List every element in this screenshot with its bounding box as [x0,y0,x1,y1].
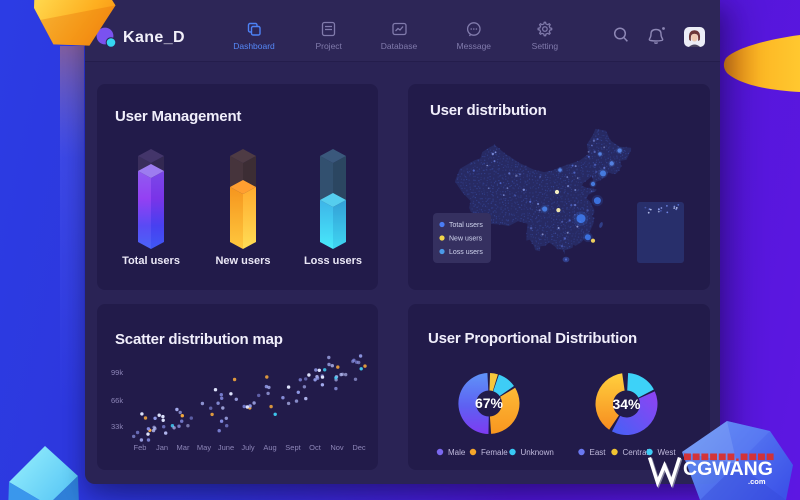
svg-text:Male: Male [448,448,466,457]
svg-text:Loss users: Loss users [449,249,483,256]
svg-text:East: East [590,448,607,457]
svg-text:West: West [658,448,677,457]
svg-text:Unknown: Unknown [521,448,554,457]
svg-text:Central: Central [623,448,649,457]
svg-text:Female: Female [481,448,508,457]
svg-text:New users: New users [449,236,483,243]
svg-text:Total users: Total users [449,222,483,229]
